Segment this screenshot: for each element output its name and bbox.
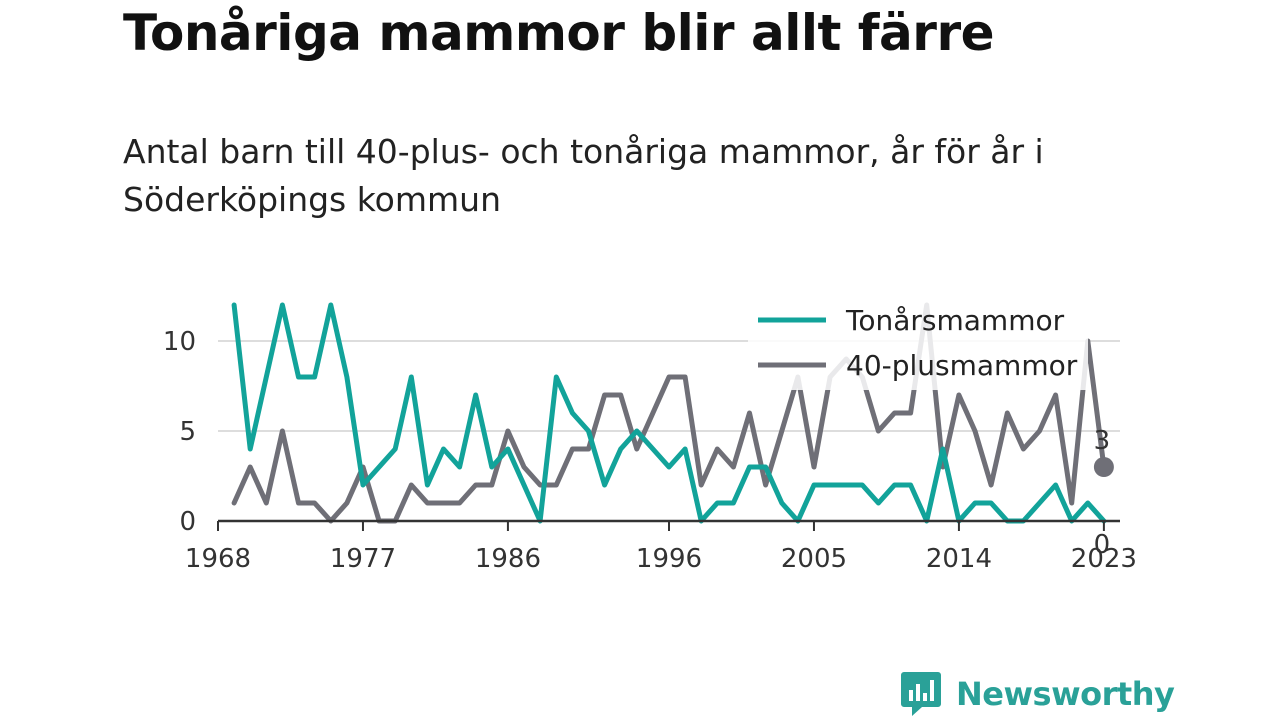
x-tick-label: 2005	[781, 544, 847, 574]
legend: Tonårsmammor 40-plusmammor	[748, 298, 1088, 390]
x-tick-label: 2023	[1071, 544, 1137, 574]
chart-title: Tonåriga mammor blir allt färre	[123, 4, 995, 62]
x-tick-label: 1986	[475, 544, 541, 574]
end-labels: 3 0	[1094, 426, 1114, 560]
y-tick-label: 0	[179, 507, 196, 537]
chart-subtitle: Antal barn till 40-plus- och tonåriga ma…	[123, 132, 1044, 219]
x-tick-label: 1968	[185, 544, 251, 574]
logo-wordmark: Newsworthy	[956, 675, 1175, 713]
y-tick-label: 10	[163, 327, 196, 357]
bar-chart-speech-bubble-icon	[901, 672, 941, 716]
legend-label-tonarsmammor: Tonårsmammor	[845, 304, 1065, 337]
y-tick-label: 5	[179, 417, 196, 447]
x-tick-label: 1996	[636, 544, 702, 574]
y-axis-ticks: 0 5 10	[163, 327, 196, 537]
newsworthy-logo: Newsworthy	[900, 670, 1175, 718]
x-axis: 1968 1977 1986 1996 2005 2014 2023	[185, 519, 1137, 574]
legend-label-40-plusmammor: 40-plusmammor	[846, 349, 1078, 382]
legend-background	[748, 298, 1088, 390]
series-end-marker	[1093, 457, 1114, 477]
line-chart: 0 5 10 1968 1977 1986 1996 2005 2014 202…	[162, 298, 1137, 574]
end-value-label: 3	[1094, 426, 1111, 456]
end-value-label: 0	[1094, 530, 1111, 560]
x-tick-label: 1977	[330, 544, 396, 574]
x-tick-label: 2014	[926, 544, 992, 574]
